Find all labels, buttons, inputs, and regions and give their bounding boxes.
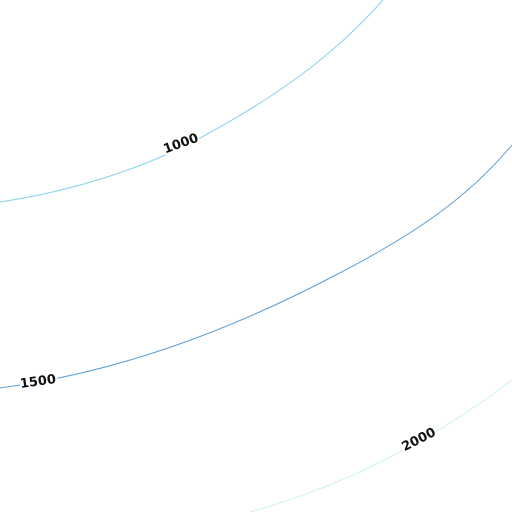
contour-label: 1000 (161, 131, 200, 157)
contour-label: 1500 (19, 372, 57, 392)
contour-line (0, 144, 512, 389)
contour-label: 2000 (399, 425, 438, 455)
contour-line (0, 0, 384, 203)
contour-line (249, 379, 512, 512)
